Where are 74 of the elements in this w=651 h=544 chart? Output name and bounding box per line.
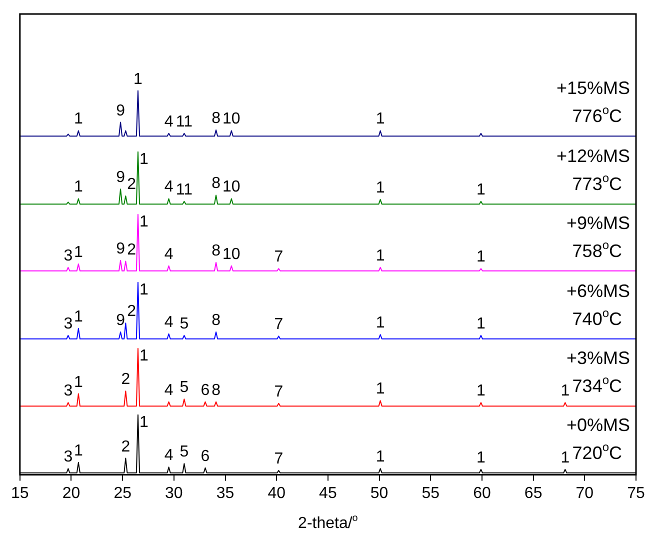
annotation: 5: [180, 379, 189, 396]
annotation: 1: [74, 442, 83, 460]
annotation: 1: [74, 244, 83, 261]
annotation: 1: [376, 380, 385, 398]
annotation: 1: [134, 70, 143, 88]
annotation: 1: [476, 382, 486, 400]
annotation: 8: [212, 175, 221, 192]
annotation: 1: [74, 178, 83, 196]
annotation: 1: [476, 248, 486, 266]
annotation: 1: [376, 110, 385, 128]
annotation: 6: [200, 448, 210, 465]
x-tick-label: 30: [165, 484, 183, 502]
annotation: 10: [222, 110, 240, 128]
annotation: 1: [476, 315, 486, 332]
annotation: 7: [274, 248, 284, 266]
annotation: 1: [74, 374, 83, 391]
annotation: 1: [376, 247, 385, 264]
annotation: 8: [212, 242, 221, 260]
annotation: 4: [164, 314, 174, 331]
annotation: 2: [127, 303, 136, 320]
annotation: 4: [164, 447, 174, 464]
annotation: 1: [376, 448, 385, 466]
annotation: 7: [274, 316, 284, 334]
annotation: 2: [121, 438, 130, 456]
annotation: 3: [64, 448, 73, 466]
annotation: 11: [176, 181, 193, 198]
x-tick-label: 35: [216, 484, 234, 502]
annotation: 9: [116, 312, 126, 329]
annotation: 4: [164, 113, 174, 130]
x-tick-label: 50: [370, 484, 388, 502]
annotation: 9: [116, 240, 126, 258]
annotation: 6: [200, 382, 210, 399]
annotation: 4: [164, 178, 174, 196]
x-tick-label: 75: [627, 484, 645, 502]
annotation: 10: [222, 246, 240, 263]
x-tick-label: 20: [62, 484, 80, 502]
annotation: 1: [139, 150, 148, 168]
annotation: 9: [116, 102, 126, 120]
x-tick-label: 55: [422, 484, 440, 502]
annotation: 1: [376, 314, 385, 332]
annotation: 1: [139, 347, 148, 364]
x-tick-label: 70: [576, 484, 594, 502]
annotation: 5: [180, 315, 189, 332]
annotation: 3: [64, 315, 73, 332]
annotation: 1: [476, 449, 486, 466]
annotation: 7: [274, 450, 284, 468]
x-tick-label: 60: [473, 484, 491, 502]
annotation: 1: [376, 179, 385, 196]
annotation: 4: [164, 382, 174, 399]
annotation: 1: [74, 110, 83, 128]
annotation: 11: [176, 113, 193, 130]
annotation: 1: [74, 308, 83, 326]
annotation: 1: [476, 181, 486, 198]
annotation: 1: [139, 213, 148, 230]
annotation: 9: [116, 169, 126, 186]
annotation: 4: [164, 246, 174, 263]
annotation: 2: [121, 371, 130, 388]
annotation: 8: [212, 312, 221, 329]
x-tick-label: 15: [11, 484, 29, 502]
annotation: 8: [212, 110, 221, 127]
annotation: 2: [127, 176, 136, 194]
annotation: 3: [64, 382, 73, 400]
annotation: 5: [180, 444, 189, 461]
annotation: 7: [274, 383, 284, 400]
x-tick-label: 40: [268, 484, 286, 502]
annotation: 3: [64, 247, 73, 264]
annotation: 2: [127, 241, 136, 258]
x-tick-label: 45: [319, 484, 337, 502]
annotation: 1: [139, 281, 148, 298]
annotation: 10: [222, 178, 240, 196]
x-tick-label: 25: [114, 484, 132, 502]
x-tick-label: 65: [524, 484, 542, 502]
annotation: 8: [212, 382, 221, 399]
annotation: 1: [139, 414, 148, 431]
